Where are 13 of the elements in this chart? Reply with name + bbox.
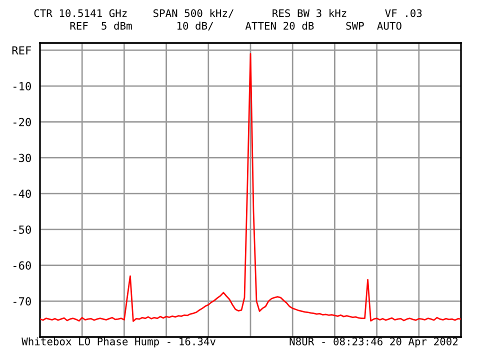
y-tick-label: -70 [14, 297, 31, 306]
text: N8UR - 08:23:46 20 Apr 2002 [290, 338, 458, 348]
y-tick-label: -10 [14, 82, 31, 90]
text: CTR 10.5141 GHz SPAN 500 kHz/ RES BW 3 kHz VF .03 [34, 9, 422, 18]
y-tick-label: REF [12, 46, 32, 54]
y-tick-label: -20 [14, 118, 31, 126]
y-tick-label: -60 [14, 261, 31, 270]
text: REF 5 dBm 10 dB/ ATTEN 20 dB SWP AUTO [70, 22, 402, 31]
text: Whitebox LO Phase Hump - 16.34v [22, 337, 216, 348]
y-tick-label: -50 [14, 225, 31, 234]
line-series [40, 53, 461, 322]
y-tick-label: -40 [14, 190, 31, 198]
y-tick-label: -30 [14, 154, 31, 162]
